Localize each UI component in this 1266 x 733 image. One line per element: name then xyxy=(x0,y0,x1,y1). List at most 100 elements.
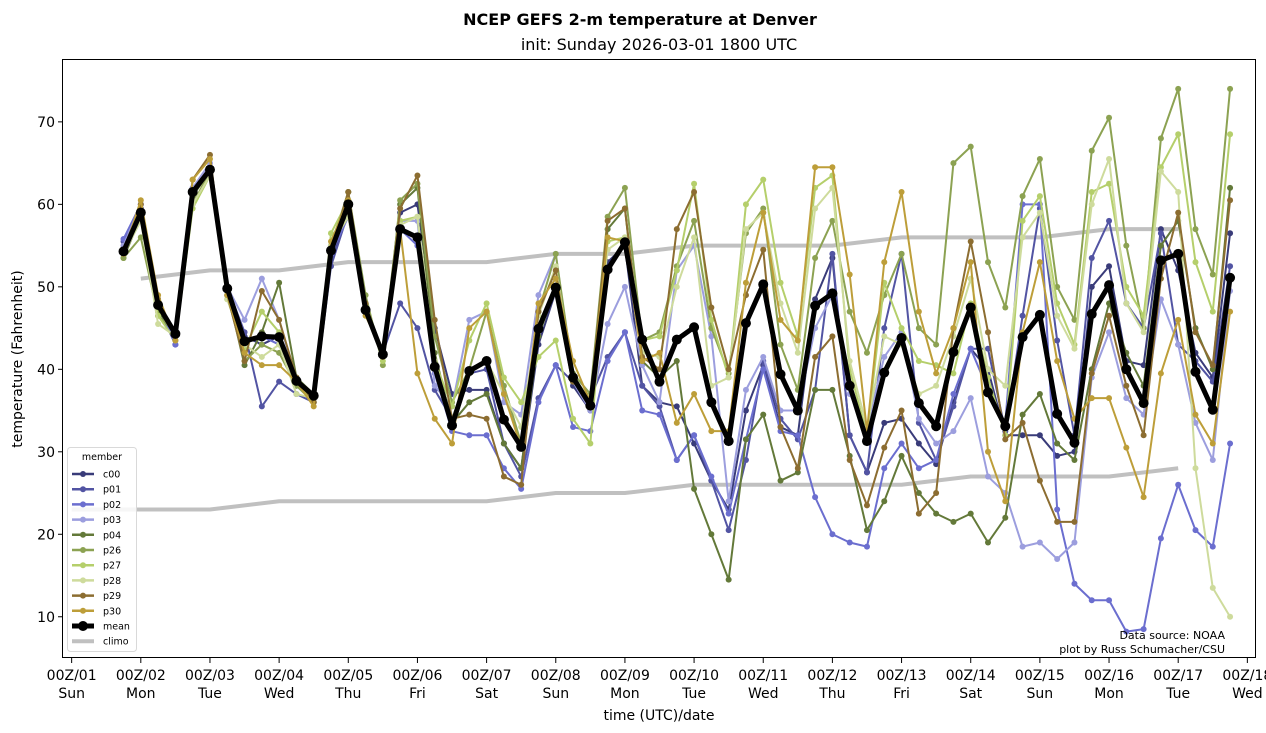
data-point-p29 xyxy=(1123,382,1130,389)
data-point-p02 xyxy=(829,531,836,538)
data-point-p04 xyxy=(760,411,767,418)
data-point-p02 xyxy=(812,494,819,501)
data-point-p30 xyxy=(1036,259,1043,266)
data-point-p29 xyxy=(829,333,836,340)
data-point-mean xyxy=(1069,437,1080,448)
data-point-p02 xyxy=(466,432,473,439)
data-point-p04 xyxy=(691,485,698,492)
data-point-p30 xyxy=(310,403,317,410)
data-point-p29 xyxy=(777,424,784,431)
data-point-p26 xyxy=(898,250,905,257)
legend-marker xyxy=(80,547,86,553)
data-point-p28 xyxy=(1071,345,1078,352)
data-point-p28 xyxy=(414,213,421,220)
x-tick-day: Wed xyxy=(748,686,779,702)
data-point-mean xyxy=(325,245,336,256)
data-point-p29 xyxy=(915,510,922,517)
climo-layer xyxy=(71,227,1179,512)
data-point-p27 xyxy=(1175,131,1182,138)
y-tick-label: 50 xyxy=(37,280,55,296)
data-point-p27 xyxy=(483,300,490,307)
data-point-mean xyxy=(1138,398,1149,409)
x-tick-day: Tue xyxy=(197,686,222,702)
x-tick-day: Tue xyxy=(1165,686,1190,702)
data-point-p04 xyxy=(500,440,507,447)
data-point-p04 xyxy=(829,386,836,393)
data-point-p03 xyxy=(1054,556,1061,563)
data-point-p30 xyxy=(933,370,940,377)
data-point-p04 xyxy=(898,452,905,459)
data-point-mean xyxy=(879,367,890,378)
data-point-p29 xyxy=(1002,436,1009,443)
data-point-p03 xyxy=(742,386,749,393)
data-point-c00 xyxy=(1036,432,1043,439)
data-point-p01 xyxy=(881,325,888,332)
legend-item-p03: p03 xyxy=(72,515,121,526)
x-tick-day: Mon xyxy=(1094,686,1124,702)
data-point-p03 xyxy=(1019,543,1026,550)
data-point-p04 xyxy=(673,358,680,365)
data-point-p02 xyxy=(863,543,870,550)
data-point-p29 xyxy=(1054,518,1061,525)
data-point-p30 xyxy=(985,448,992,455)
data-point-p03 xyxy=(985,473,992,480)
y-tick-label: 30 xyxy=(37,445,55,461)
data-point-p04 xyxy=(466,399,473,406)
data-point-p02 xyxy=(760,366,767,373)
data-point-p26 xyxy=(846,308,853,315)
annotation-source: Data source: NOAA xyxy=(1119,629,1225,642)
data-point-c00 xyxy=(742,407,749,414)
data-point-p02 xyxy=(933,457,940,464)
data-point-p26 xyxy=(137,234,144,241)
legend-label: climo xyxy=(103,637,129,648)
data-point-p28 xyxy=(794,349,801,356)
data-point-p26 xyxy=(1106,114,1113,121)
data-point-p03 xyxy=(1175,341,1182,348)
data-point-mean xyxy=(1034,309,1045,320)
data-point-p30 xyxy=(137,197,144,204)
data-point-mean xyxy=(239,336,250,347)
data-point-p27 xyxy=(1088,188,1095,195)
data-point-p29 xyxy=(500,473,507,480)
x-tick-day: Sat xyxy=(959,686,982,702)
data-point-p03 xyxy=(708,333,715,340)
data-point-p29 xyxy=(846,457,853,464)
data-point-mean xyxy=(1017,332,1028,343)
data-point-p30 xyxy=(604,234,611,241)
data-point-p03 xyxy=(915,415,922,422)
data-point-p30 xyxy=(1175,316,1182,323)
data-point-mean xyxy=(568,372,579,383)
data-point-p26 xyxy=(1175,85,1182,92)
data-point-p02 xyxy=(1227,440,1234,447)
data-point-p04 xyxy=(933,510,940,517)
data-point-p02 xyxy=(552,362,559,369)
x-tick-day: Fri xyxy=(893,686,910,702)
data-point-p29 xyxy=(985,329,992,336)
data-point-p29 xyxy=(206,151,213,158)
mean-layer xyxy=(118,164,1236,452)
data-point-p29 xyxy=(725,366,732,373)
data-point-mean xyxy=(706,397,717,408)
data-point-p02 xyxy=(1157,535,1164,542)
x-tick-label: 00Z/04 xyxy=(254,668,304,684)
data-point-p29 xyxy=(673,226,680,233)
data-point-p29 xyxy=(933,490,940,497)
data-point-p01 xyxy=(276,378,283,385)
data-point-p04 xyxy=(812,386,819,393)
x-tick-label: 00Z/12 xyxy=(807,668,857,684)
plot-area xyxy=(71,85,1236,635)
data-point-mean xyxy=(1121,364,1132,375)
data-point-p30 xyxy=(950,325,957,332)
data-point-p29 xyxy=(431,316,438,323)
data-point-mean xyxy=(1207,404,1218,415)
data-point-p27 xyxy=(1157,164,1164,171)
data-point-mean xyxy=(1000,421,1011,432)
data-point-p30 xyxy=(639,358,646,365)
legend-title: member xyxy=(82,452,122,463)
data-point-p30 xyxy=(1002,498,1009,505)
data-point-p27 xyxy=(1106,180,1113,187)
data-point-c00 xyxy=(933,461,940,468)
x-tick-label: 00Z/16 xyxy=(1084,668,1134,684)
data-point-p01 xyxy=(1019,312,1026,319)
